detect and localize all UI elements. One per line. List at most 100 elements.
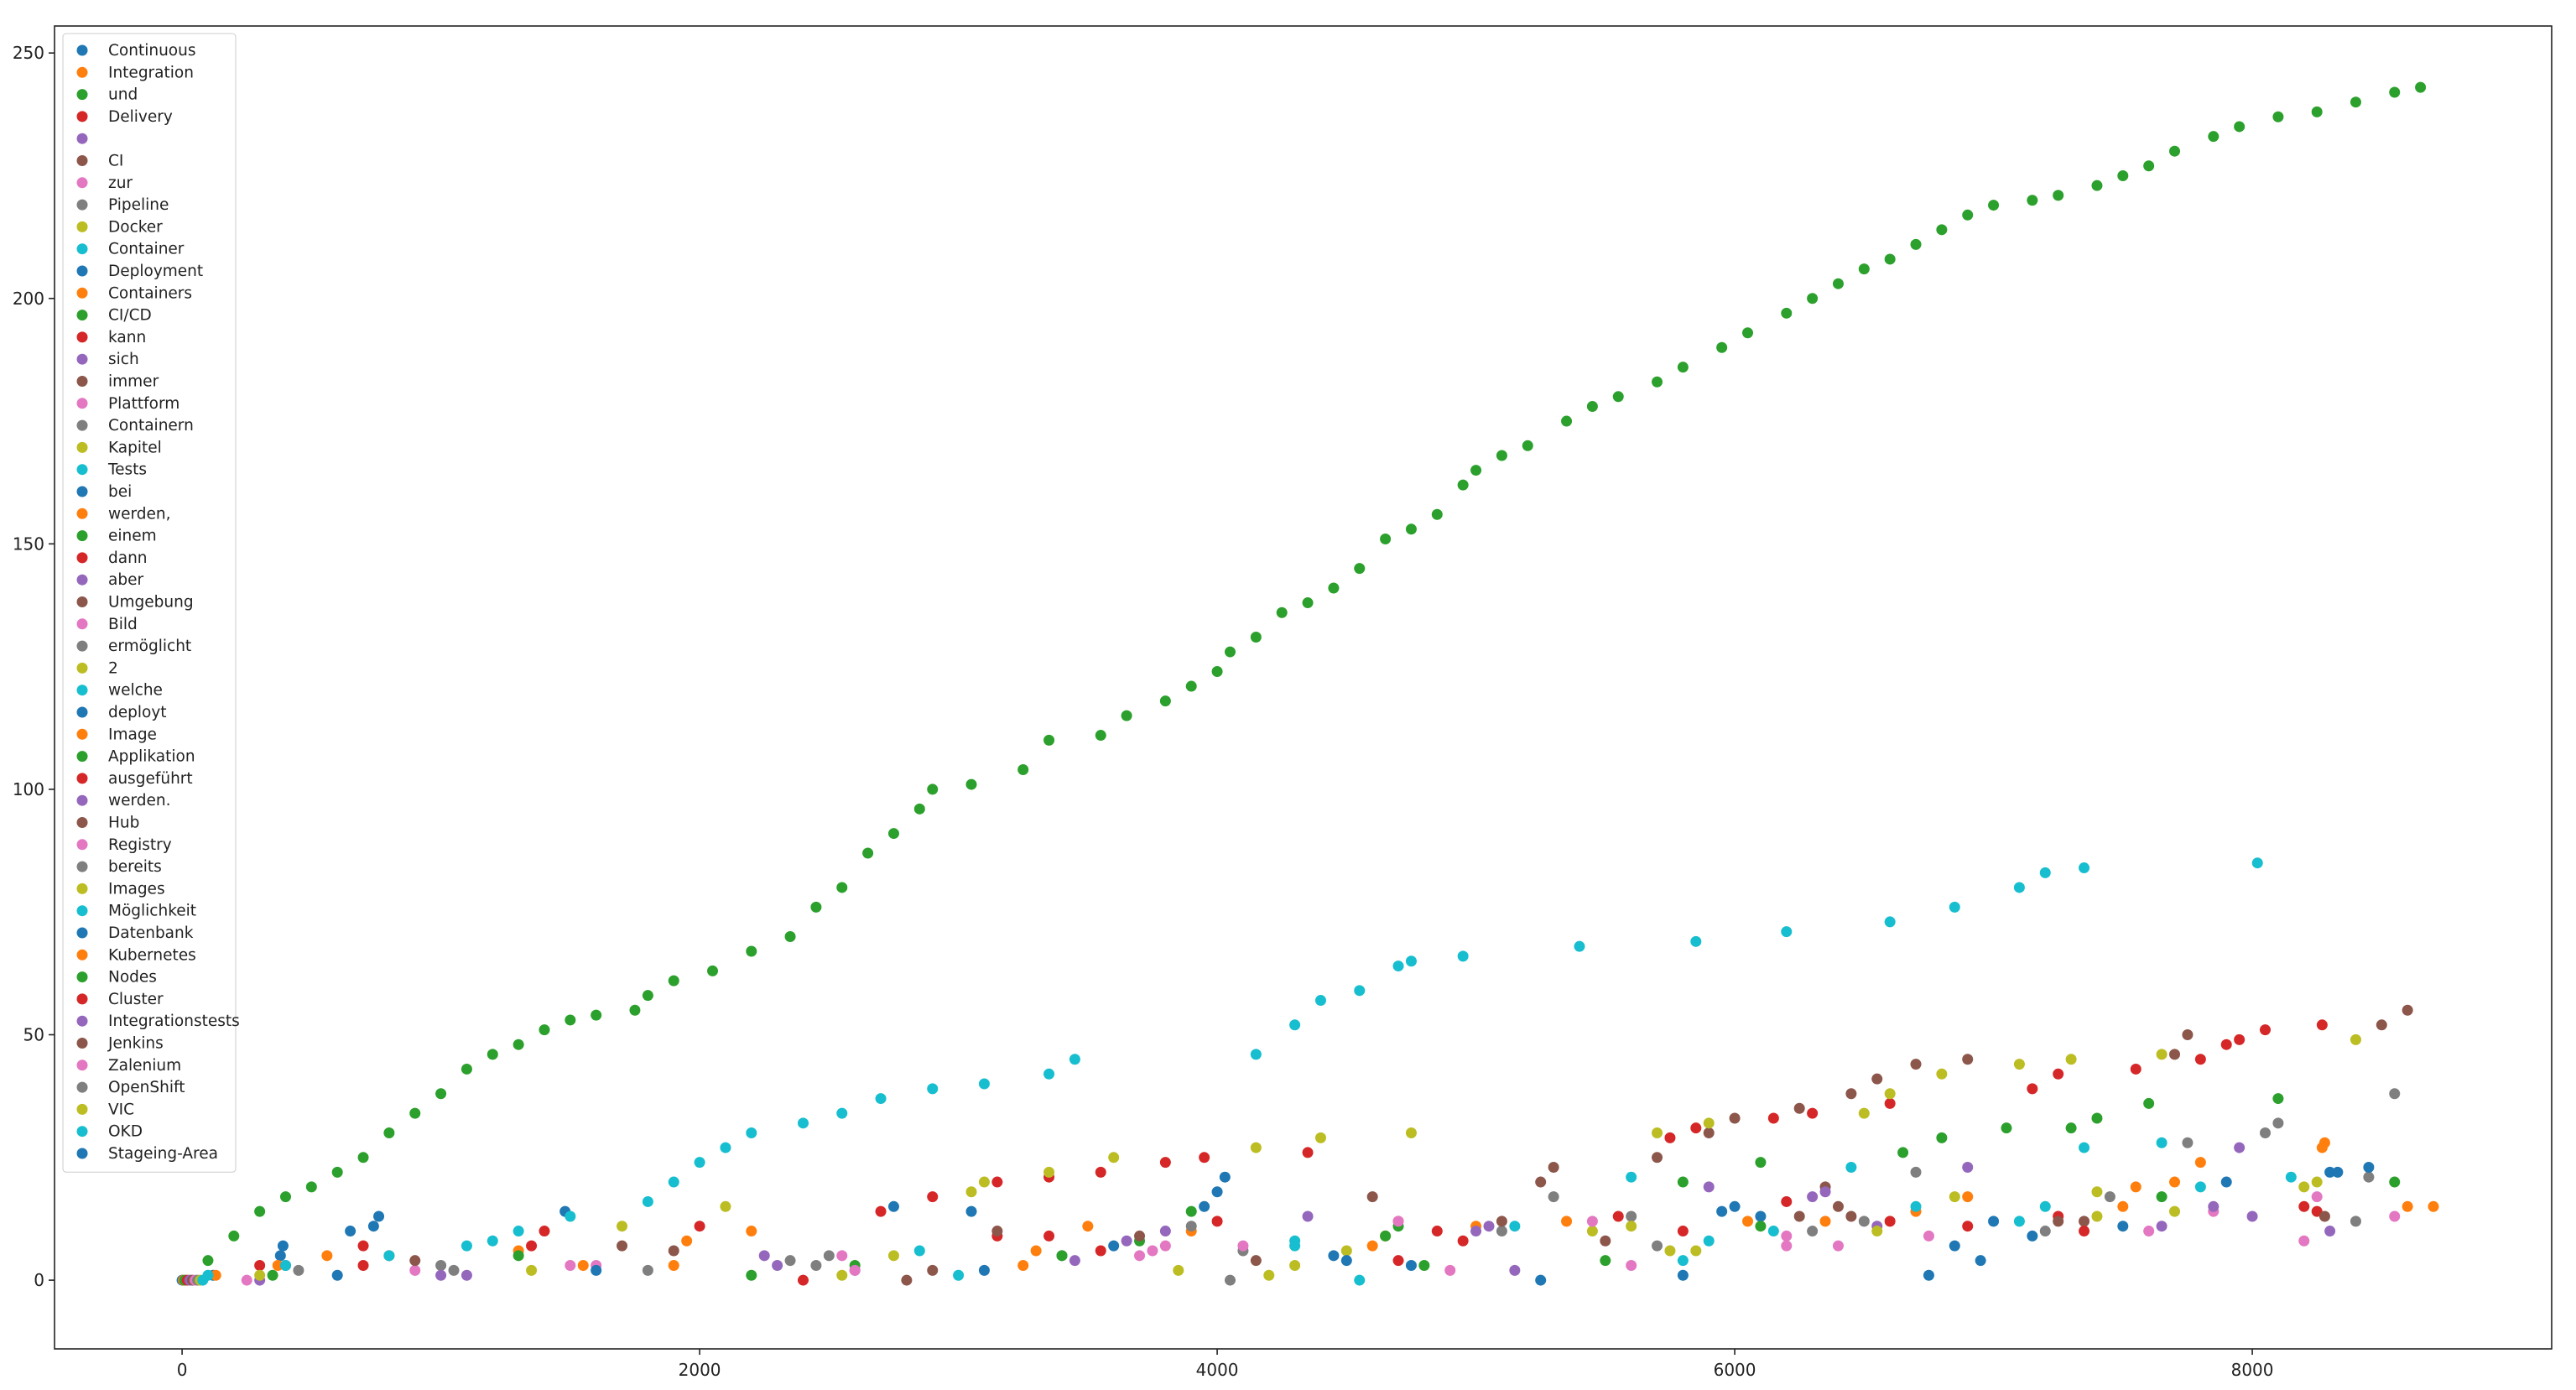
- legend-label: sich: [108, 351, 139, 368]
- data-point: [875, 1093, 887, 1105]
- data-point: [1225, 646, 1236, 658]
- legend-label: Pipeline: [108, 196, 169, 214]
- y-tick-label: 250: [13, 43, 44, 63]
- data-point: [887, 1250, 899, 1262]
- legend-label: CI: [108, 153, 123, 170]
- data-point: [2117, 1200, 2129, 1212]
- legend-marker: [76, 89, 88, 101]
- data-point: [1988, 200, 2000, 211]
- data-point: [746, 945, 757, 957]
- data-point: [1677, 1255, 1689, 1267]
- legend-marker: [76, 794, 88, 806]
- series-Deployment-10: [331, 1171, 2000, 1281]
- data-point: [1703, 1181, 1715, 1193]
- data-point: [2169, 1205, 2181, 1217]
- data-point: [642, 1264, 653, 1276]
- data-point: [254, 1269, 266, 1281]
- data-point: [720, 1200, 731, 1212]
- legend-entry: Applikation: [76, 748, 195, 766]
- data-point: [1845, 1210, 1857, 1222]
- legend-label: bereits: [108, 858, 162, 876]
- data-point: [1121, 710, 1132, 721]
- legend-marker: [76, 310, 88, 321]
- legend-marker: [76, 133, 88, 144]
- legend-marker: [76, 331, 88, 343]
- x-tick-label: 4000: [1196, 1360, 1239, 1380]
- data-point: [2389, 86, 2401, 98]
- data-point: [1677, 362, 1689, 373]
- data-point: [513, 1039, 524, 1050]
- data-point: [953, 1269, 965, 1281]
- y-tick-label: 200: [13, 289, 44, 309]
- data-point: [1962, 209, 1974, 221]
- data-point: [1884, 253, 1896, 265]
- data-point: [1781, 307, 1793, 319]
- data-point: [758, 1250, 770, 1262]
- data-point: [2389, 1210, 2401, 1222]
- data-point: [1405, 1260, 1417, 1272]
- legend-marker: [76, 287, 88, 299]
- legend-entry: kann: [76, 329, 146, 346]
- data-point: [1380, 1230, 1392, 1242]
- data-point: [629, 1004, 641, 1016]
- data-point: [2169, 1049, 2181, 1060]
- legend-entry: zur: [76, 174, 133, 192]
- legend-box: [62, 33, 237, 1173]
- legend-marker: [76, 706, 88, 718]
- data-point: [2169, 1176, 2181, 1188]
- data-point: [1677, 1226, 1689, 1237]
- y-tick-label: 0: [34, 1270, 44, 1290]
- data-point: [2117, 1221, 2129, 1232]
- legend-entry: Kubernetes: [76, 946, 196, 964]
- data-point: [1030, 1245, 1042, 1257]
- data-point: [1832, 1200, 1844, 1212]
- data-point: [849, 1264, 861, 1276]
- legend-label: Datenbank: [108, 924, 194, 942]
- data-point: [1354, 563, 1366, 575]
- data-point: [965, 1205, 977, 1217]
- legend-label: werden.: [108, 792, 171, 810]
- data-point: [1586, 1226, 1598, 1237]
- x-tick-label: 2000: [679, 1360, 721, 1380]
- series-Datenbank-40: [1328, 1161, 2375, 1262]
- data-point: [1626, 1221, 1637, 1232]
- data-point: [2363, 1161, 2375, 1173]
- legend-entry: ermöglicht: [76, 638, 191, 655]
- legend-entry: Plattform: [76, 395, 180, 413]
- data-point: [1793, 1102, 1805, 1114]
- legend-marker: [76, 376, 88, 387]
- series-Nodes-42: [1380, 1122, 2401, 1242]
- legend-label: Nodes: [108, 969, 157, 987]
- data-point: [694, 1221, 705, 1232]
- data-point: [1302, 597, 1314, 609]
- data-point: [1949, 901, 1960, 913]
- series-Containern-17: [448, 1088, 2401, 1276]
- legend-label: CI/CD: [108, 307, 152, 325]
- legend-marker: [76, 66, 88, 78]
- data-point: [2001, 1122, 2012, 1134]
- data-point: [2091, 1186, 2103, 1198]
- y-tick-label: 150: [13, 534, 44, 554]
- data-point: [2259, 1127, 2271, 1139]
- x-tick-label: 0: [177, 1360, 188, 1380]
- data-point: [1250, 632, 1262, 643]
- data-point: [1276, 606, 1288, 618]
- series-ermöglicht-27: [810, 1127, 2271, 1286]
- legend-marker: [76, 44, 88, 56]
- data-point: [1392, 961, 1404, 972]
- data-point: [591, 1009, 602, 1021]
- data-point: [1626, 1260, 1637, 1272]
- data-point: [1043, 734, 1055, 746]
- legend-marker: [76, 177, 88, 189]
- legend-marker: [76, 905, 88, 917]
- data-point: [1366, 1240, 1378, 1252]
- data-point: [526, 1240, 538, 1252]
- series-Kapitel-18: [526, 1191, 1960, 1276]
- data-point: [1250, 1049, 1262, 1060]
- data-point: [1871, 1073, 1883, 1085]
- legend-label: welche: [108, 682, 163, 700]
- data-point: [2143, 1226, 2155, 1237]
- data-point: [2298, 1200, 2310, 1212]
- legend-entry: CI: [76, 153, 123, 170]
